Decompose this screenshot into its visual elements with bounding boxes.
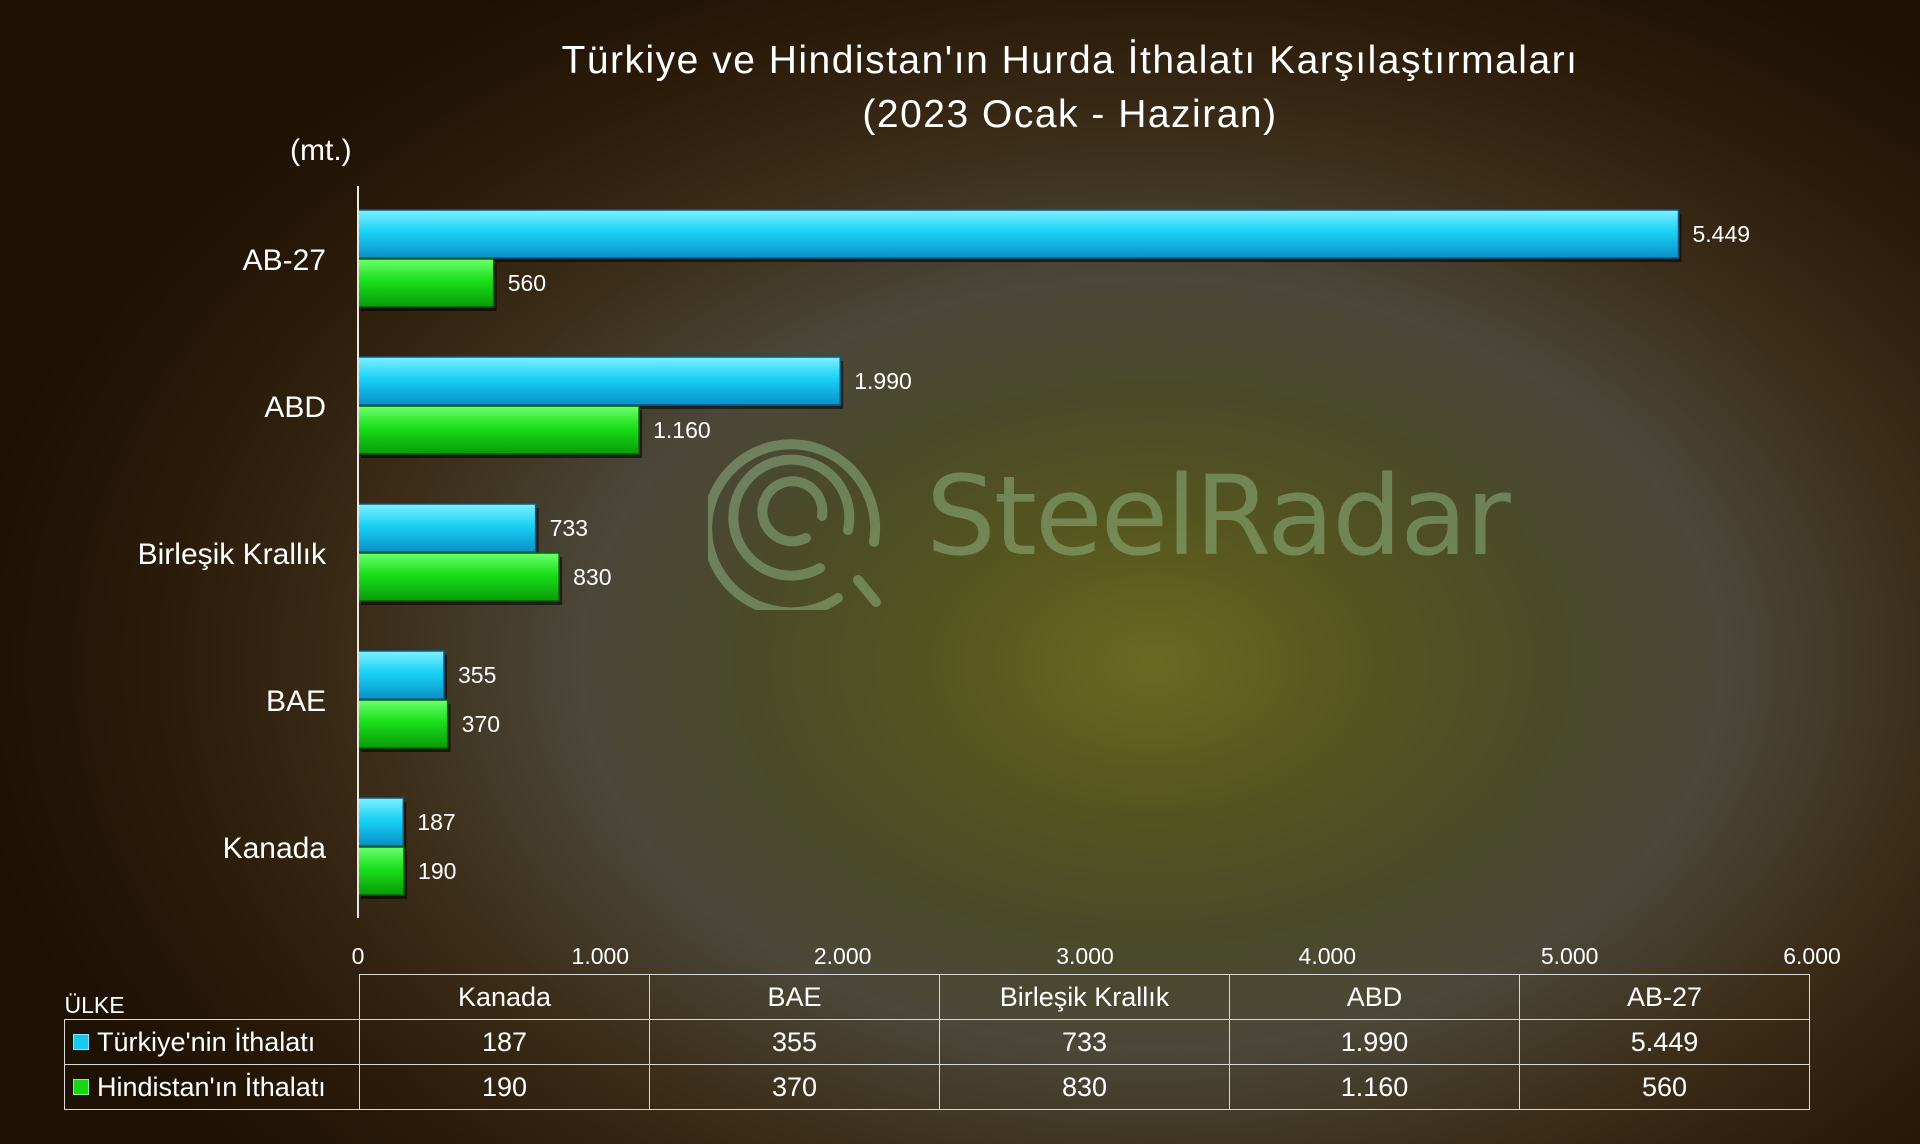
watermark: SteelRadar <box>702 430 1511 618</box>
bar-india <box>357 258 495 308</box>
table-header-label: ÜLKE <box>64 992 125 1018</box>
table-col-header: BAE <box>649 974 940 1020</box>
legend-swatch-turkey <box>73 1033 89 1050</box>
table-cell: 1.990 <box>1229 1019 1520 1065</box>
bar-turkey <box>357 650 445 700</box>
table-cell: 560 <box>1519 1064 1810 1110</box>
x-tick-label: 5.000 <box>1541 943 1599 969</box>
table-cell: 187 <box>359 1019 650 1065</box>
category-label: BAE <box>266 685 326 718</box>
bar-india <box>357 699 449 749</box>
table-cell: 830 <box>939 1064 1230 1110</box>
legend-label-turkey: Türkiye'nin İthalatı <box>97 1026 316 1057</box>
data-label: 733 <box>550 515 588 541</box>
table-cell: 370 <box>649 1064 940 1110</box>
bar-india <box>357 552 560 602</box>
x-tick-label: 3.000 <box>1056 943 1114 969</box>
data-label: 1.160 <box>653 417 711 443</box>
bar-turkey <box>357 797 405 847</box>
table-cell: 190 <box>359 1064 650 1110</box>
steelradar-logo-icon <box>702 439 881 618</box>
chart-subtitle: (2023 Ocak - Haziran) <box>862 93 1278 136</box>
table-row: Türkiye'nin İthalatı 187 355 733 1.990 5… <box>64 1019 1810 1065</box>
x-tick-label: 6.000 <box>1783 943 1841 969</box>
bar-turkey <box>357 356 841 406</box>
table-row-label: Türkiye'nin İthalatı <box>64 1019 360 1065</box>
table-cell: 5.449 <box>1519 1019 1810 1065</box>
table-col-header: Birleşik Krallık <box>939 974 1230 1020</box>
table-row: Hindistan'ın İthalatı 190 370 830 1.160 … <box>64 1064 1810 1110</box>
table-col-header: ABD <box>1229 974 1520 1020</box>
x-tick-label: 0 <box>352 943 365 969</box>
x-tick-label: 1.000 <box>572 943 630 969</box>
data-label: 830 <box>573 564 611 590</box>
category-label: Kanada <box>223 832 327 865</box>
table-col-header: Kanada <box>359 974 650 1020</box>
chart-title-main: Türkiye ve Hindistan'ın Hurda İthalatı K… <box>561 39 1579 82</box>
watermark-text: SteelRadar <box>926 452 1511 580</box>
data-label: 1.990 <box>854 368 912 394</box>
bar-india <box>357 405 640 455</box>
category-label: ABD <box>264 391 326 424</box>
bar-turkey <box>357 503 537 553</box>
table-header-row: ÜLKE Kanada BAE Birleşik Krallık ABD AB-… <box>64 974 1810 1020</box>
data-label: 355 <box>458 662 496 688</box>
unit-label: (mt.) <box>290 134 352 167</box>
data-label: 560 <box>508 270 546 296</box>
table-cell: 1.160 <box>1229 1064 1520 1110</box>
data-label: 370 <box>462 711 500 737</box>
data-label: 187 <box>417 809 455 835</box>
x-tick-label: 4.000 <box>1299 943 1357 969</box>
x-tick-label: 2.000 <box>814 943 872 969</box>
data-label: 190 <box>418 858 456 884</box>
table-cell: 355 <box>649 1019 940 1065</box>
table-row-label: Hindistan'ın İthalatı <box>64 1064 360 1110</box>
bar-turkey <box>357 209 1680 259</box>
data-table: ÜLKE Kanada BAE Birleşik Krallık ABD AB-… <box>64 974 1810 1110</box>
legend-label-india: Hindistan'ın İthalatı <box>97 1071 326 1102</box>
category-label: Birleşik Krallık <box>138 538 327 571</box>
category-label: AB-27 <box>243 244 326 277</box>
bar-india <box>357 846 405 896</box>
chart-title: Türkiye ve Hindistan'ın Hurda İthalatı K… <box>380 34 1760 142</box>
legend-swatch-india <box>73 1078 89 1095</box>
table-col-header: AB-27 <box>1519 974 1810 1020</box>
table-cell: 733 <box>939 1019 1230 1065</box>
data-label: 5.449 <box>1692 221 1750 247</box>
